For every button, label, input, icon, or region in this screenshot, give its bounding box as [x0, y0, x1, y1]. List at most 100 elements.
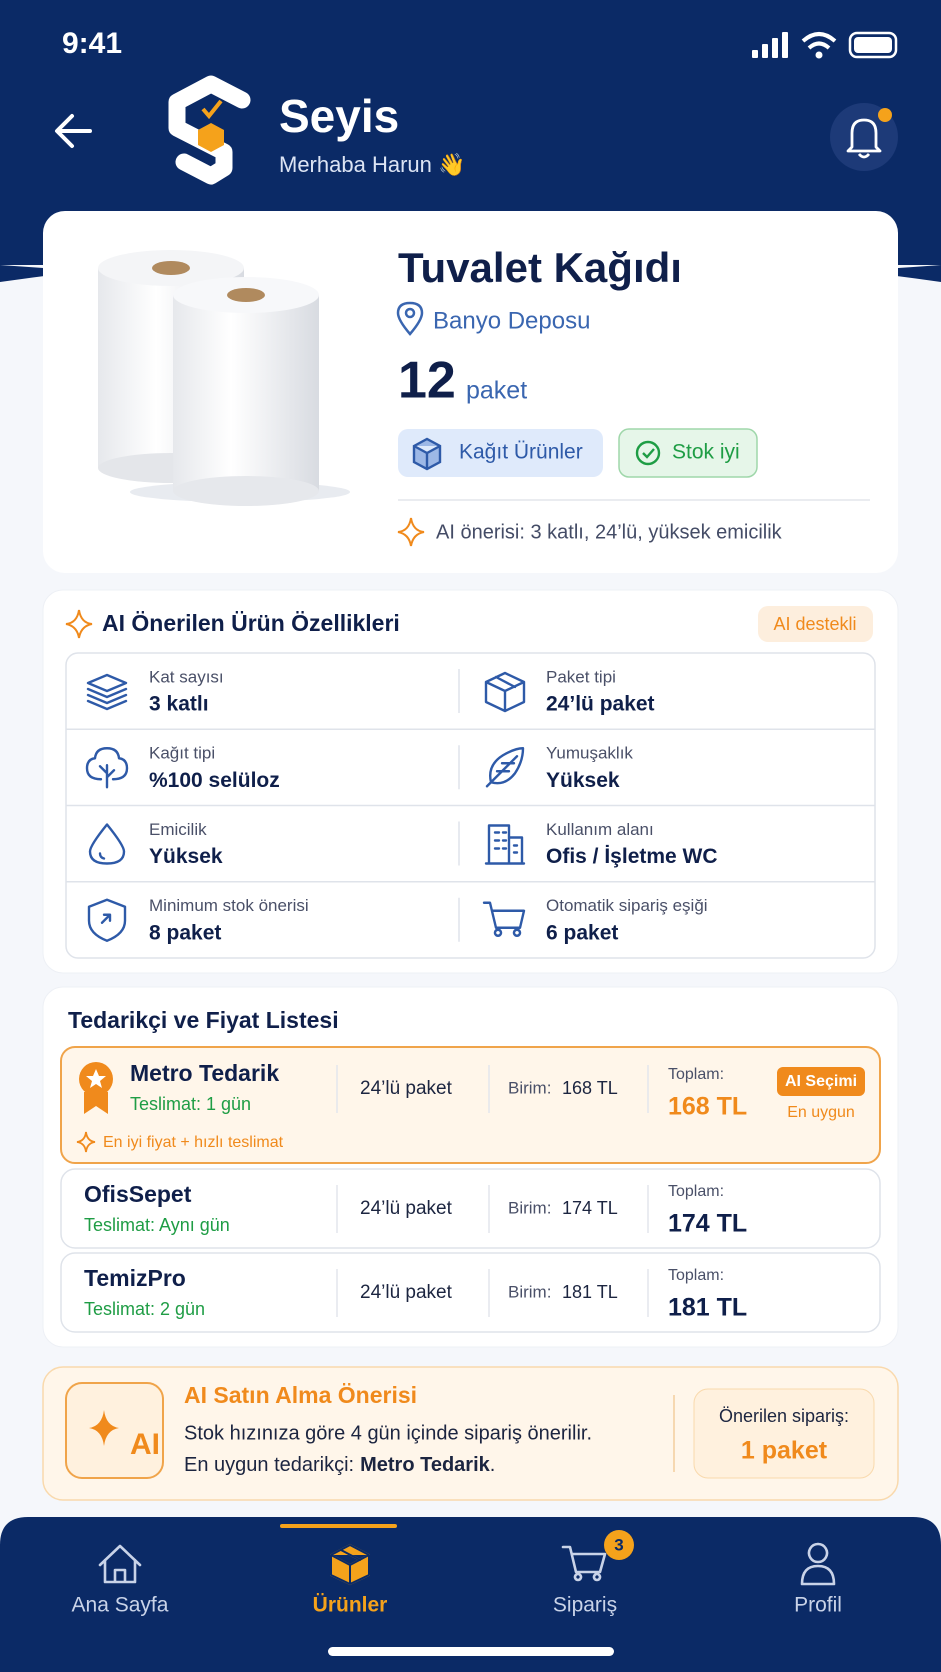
recommendation-supplier: Metro Tedarik — [360, 1454, 491, 1476]
recommendation-line: En uygun tedarikçi: Metro Tedarik. — [184, 1454, 495, 1476]
logo-part — [198, 123, 224, 152]
back-button[interactable] — [55, 114, 92, 148]
unit-price: 168 TL — [562, 1078, 618, 1098]
supplier-row[interactable]: Metro Tedarik Teslimat: 1 gün 24’lü paket B… — [60, 1046, 881, 1164]
icon — [330, 1544, 370, 1585]
status-icons-part — [807, 41, 831, 50]
category-tag-part — [412, 437, 442, 471]
total-label: Toplam: — [668, 1066, 724, 1083]
total-value: 168 TL — [668, 1093, 747, 1121]
supplier-note: En iyi fiyat + hızlı teslimat — [103, 1134, 284, 1151]
nav-item[interactable]: Ürünler — [280, 1524, 397, 1617]
notification-button[interactable] — [830, 103, 898, 171]
logo-part — [201, 99, 223, 120]
category-tag-part — [398, 429, 603, 477]
sparkle-icon — [76, 1131, 96, 1153]
best-label: En uygun — [787, 1104, 855, 1121]
feature-label: Yumuşaklık — [546, 744, 633, 763]
stock-tag: Stok iyi — [618, 428, 758, 478]
feature-item: Kat sayısı 3 katlı — [86, 667, 224, 716]
location-icon — [396, 301, 424, 336]
unit-price: 174 TL — [562, 1198, 618, 1218]
nav-item[interactable]: Ana Sayfa — [72, 1544, 169, 1617]
feature-value: 24’lü paket — [546, 693, 655, 716]
ai-note: AI önerisi: 3 katlı, 24’lü, yüksek emici… — [436, 521, 783, 543]
feature-item: Emicilik Yüksek — [66, 804, 875, 868]
icon — [98, 1544, 142, 1584]
icon — [484, 671, 526, 713]
supplier-name: Metro Tedarik — [130, 1060, 279, 1086]
supplier-delivery: Teslimat: Aynı gün — [84, 1215, 230, 1235]
product-image-part — [152, 261, 190, 275]
feature-label: Minimum stok önerisi — [149, 896, 309, 915]
nav-label: Sipariş — [553, 1594, 617, 1617]
nav-label: Ana Sayfa — [72, 1594, 169, 1617]
feature-icon — [85, 747, 129, 789]
recommendation-line: Stok hızınıza göre 4 gün içinde sipariş … — [184, 1422, 592, 1444]
ai-icon-box — [65, 1382, 164, 1479]
icon — [485, 747, 525, 788]
greeting: Merhaba Harun 👋 — [279, 152, 465, 178]
nav-label: Profil — [794, 1594, 842, 1617]
supplier-row[interactable]: TemizPro Teslimat: 2 gün 24’lü paket Birim:… — [60, 1252, 881, 1333]
cart-badge-text: 3 — [614, 1535, 623, 1554]
status-icons-part — [752, 50, 758, 58]
icon — [88, 823, 126, 865]
ai-choice-badge — [777, 1067, 865, 1096]
feature-value: 8 paket — [149, 921, 221, 944]
icon — [86, 673, 128, 711]
feature-value: Ofis / İşletme WC — [546, 845, 718, 868]
ai-badge — [758, 606, 873, 642]
feature-value: 6 paket — [546, 921, 618, 944]
status-icons-part — [782, 32, 788, 58]
status-icons-part — [772, 38, 778, 58]
nav-bar — [0, 1517, 941, 1672]
sparkle-icon — [89, 1410, 119, 1446]
stock-tag-part — [642, 448, 655, 459]
icon — [561, 1545, 607, 1582]
medal-icon — [79, 1062, 113, 1114]
feature-item: Paket tipi 24’lü paket — [458, 667, 655, 716]
cart-badge — [604, 1530, 634, 1560]
supplier-delivery: Teslimat: 1 gün — [130, 1094, 251, 1114]
total-label: Toplam: — [668, 1183, 724, 1200]
supplier-row[interactable]: OfisSepet Teslimat: Aynı gün 24’lü paket Bi… — [60, 1168, 881, 1249]
icon — [482, 901, 526, 937]
location-icon-part — [396, 301, 424, 336]
feature-item: Yumuşaklık Yüksek — [458, 744, 633, 792]
total-label: Toplam: — [668, 1267, 724, 1284]
supplier-name: TemizPro — [84, 1265, 186, 1291]
unit-label: Birim: — [508, 1282, 551, 1301]
icon — [484, 824, 526, 865]
nav-item[interactable]: Profil — [794, 1542, 842, 1617]
home-indicator — [328, 1647, 614, 1656]
feature-items: Kat sayısı 3 katlı Paket tipi 24’lü paket Ka… — [66, 667, 875, 944]
ai-badge-text: AI destekli — [773, 614, 856, 634]
feature-icon — [484, 824, 526, 865]
nav-item[interactable]: Sipariş 3 — [553, 1530, 634, 1617]
nav-icon — [98, 1544, 142, 1584]
nav-icon — [800, 1542, 836, 1586]
status-icons-part — [762, 44, 768, 58]
ai-choice-text: AI Seçimi — [785, 1073, 857, 1090]
product-location: Banyo Deposu — [433, 307, 590, 334]
sparkle-icon — [397, 517, 425, 547]
feature-icon — [87, 898, 127, 942]
order-box[interactable]: Önerilen sipariş: 1 paket — [693, 1388, 875, 1479]
feature-label: Otomatik sipariş eşiği — [546, 896, 708, 915]
recommendation-prefix: En uygun tedarikçi: — [184, 1454, 354, 1476]
feature-label: Kullanım alanı — [546, 820, 654, 839]
suppliers-title: Tedarikçi ve Fiyat Listesi — [68, 1007, 339, 1033]
back-button-part — [55, 114, 92, 148]
nav-items: Ana Sayfa Ürünler Sipariş 3 Profil — [72, 1524, 842, 1617]
feature-label: Kağıt tipi — [149, 744, 215, 763]
feature-label: Paket tipi — [546, 667, 616, 686]
nav-icon — [561, 1545, 607, 1582]
logo — [168, 75, 251, 185]
supplier-package: 24’lü paket — [360, 1282, 453, 1303]
feature-icon — [482, 901, 526, 937]
status-icons-part — [848, 31, 898, 59]
supplier-package: 24’lü paket — [360, 1078, 453, 1099]
